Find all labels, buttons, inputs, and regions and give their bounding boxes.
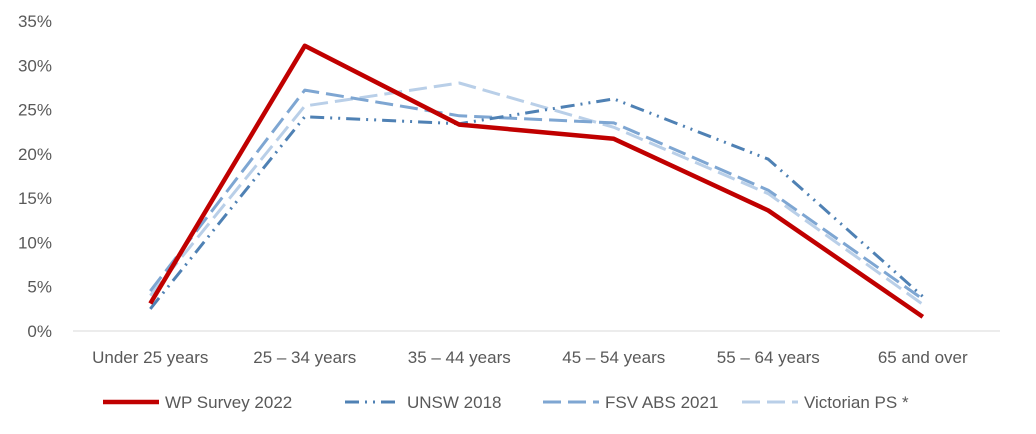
x-tick-label: 35 – 44 years (408, 348, 511, 367)
plot-area (148, 43, 925, 319)
y-tick-label: 10% (18, 233, 52, 252)
y-tick-label: 20% (18, 145, 52, 164)
legend-label: Victorian PS * (804, 393, 909, 412)
legend-label: UNSW 2018 (407, 393, 501, 412)
legend-item-fsv-abs-2021: FSV ABS 2021 (543, 393, 718, 412)
legend-item-unsw-2018: UNSW 2018 (345, 393, 501, 412)
series-line-wp-survey-2022 (148, 43, 925, 319)
series-line-unsw-2018 (149, 97, 924, 310)
x-tick-label: 25 – 34 years (253, 348, 356, 367)
legend-label: FSV ABS 2021 (605, 393, 718, 412)
legend-label: WP Survey 2022 (165, 393, 292, 412)
x-tick-label: 55 – 64 years (717, 348, 820, 367)
y-tick-label: 30% (18, 56, 52, 75)
x-tick-label: 65 and over (878, 348, 968, 367)
y-tick-label: 35% (18, 12, 52, 31)
x-tick-label: Under 25 years (92, 348, 208, 367)
y-tick-label: 25% (18, 101, 52, 120)
legend-item-victorian-ps: Victorian PS * (742, 393, 909, 412)
y-axis: 0% 5% 10% 15% 20% 25% 30% 35% (18, 12, 52, 341)
y-tick-label: 0% (27, 322, 52, 341)
legend: WP Survey 2022 UNSW 2018 FSV ABS 2021 Victo… (103, 393, 909, 412)
y-tick-label: 15% (18, 189, 52, 208)
y-tick-label: 5% (27, 278, 52, 297)
x-tick-label: 45 – 54 years (562, 348, 665, 367)
legend-item-wp-survey-2022: WP Survey 2022 (103, 393, 292, 412)
series-line-fsv-abs-2021 (149, 88, 924, 301)
series-line-victorian-ps (149, 81, 924, 306)
x-axis: Under 25 years 25 – 34 years 35 – 44 years… (92, 348, 968, 367)
